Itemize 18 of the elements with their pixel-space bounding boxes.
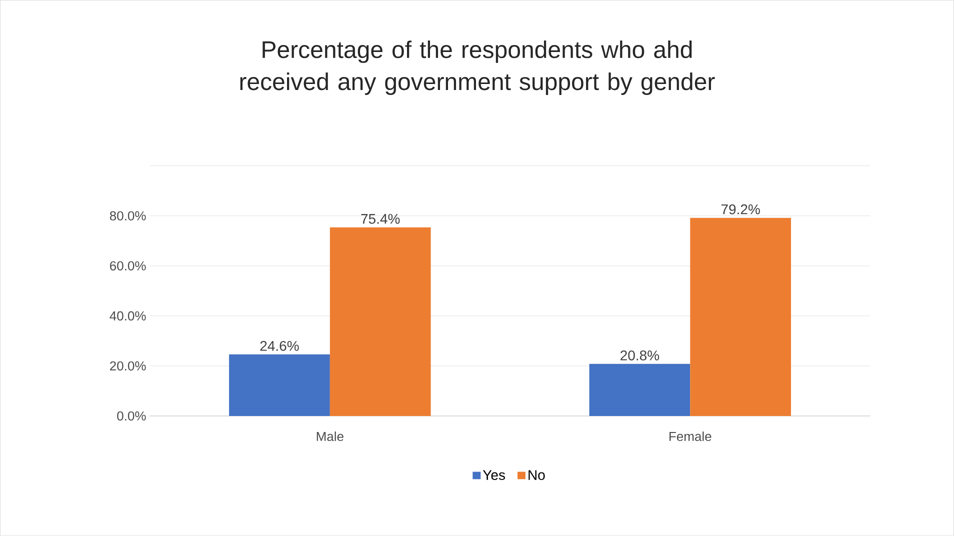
data-label: 24.6% <box>260 341 299 352</box>
bar <box>330 227 431 416</box>
chart-title: Percentage of the respondents who ahd received any government support by gender <box>240 40 715 96</box>
bar <box>229 354 330 416</box>
y-tick-label: 20.0% <box>110 361 146 371</box>
y-tick-label: 80.0% <box>110 211 146 221</box>
data-label: 20.8% <box>620 350 660 361</box>
y-tick-label: 60.0% <box>110 261 146 271</box>
bar <box>589 364 690 416</box>
y-tick-label: 0.0% <box>117 411 146 421</box>
x-tick-label: Male <box>316 432 344 442</box>
y-tick-label: 40.0% <box>110 311 146 321</box>
legend-label: Yes <box>482 470 505 480</box>
x-tick-label: Female <box>670 432 712 442</box>
bar <box>690 218 792 416</box>
data-label: 75.4% <box>361 214 400 224</box>
data-label: 79.2% <box>721 204 760 214</box>
legend-label: No <box>528 470 545 480</box>
